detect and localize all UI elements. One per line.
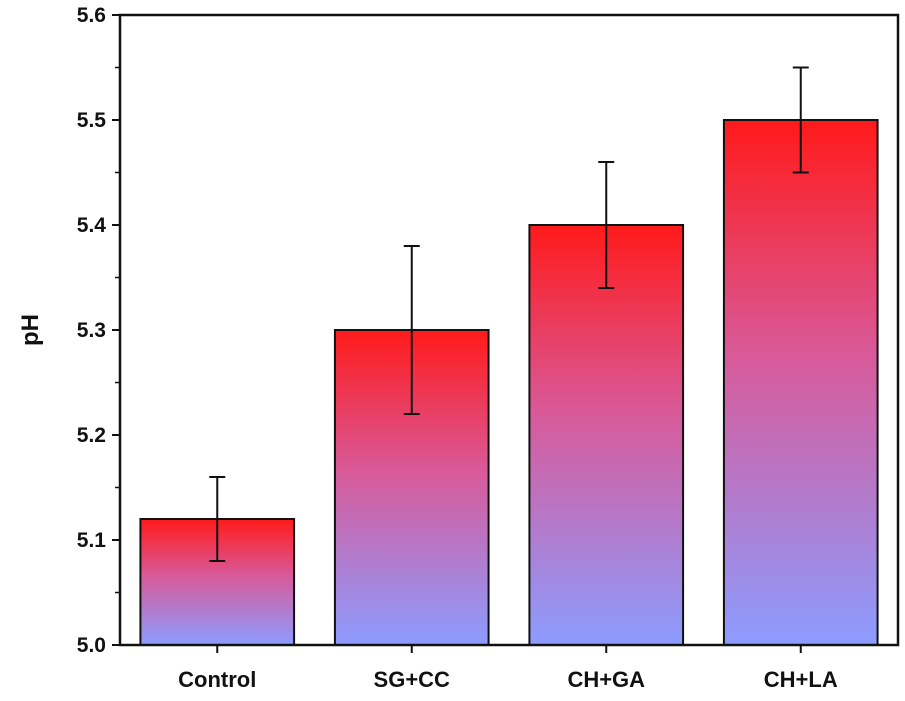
y-tick-label: 5.5 — [77, 109, 107, 132]
x-axis-ticks: Control SG+CC CH+GA CH+LA — [178, 645, 838, 692]
y-axis-ticks: 5.0 5.1 5.2 5.3 5.4 5.5 5.6 — [77, 4, 120, 657]
y-tick-label: 5.3 — [77, 319, 106, 342]
x-tick-label: SG+CC — [374, 667, 451, 692]
y-tick-label: 5.6 — [77, 4, 106, 27]
x-tick-label: CH+GA — [567, 667, 645, 692]
y-tick-label: 5.2 — [77, 424, 106, 447]
bars-layer — [139, 119, 879, 646]
error-bar — [403, 245, 420, 415]
y-tick-label: 5.4 — [77, 214, 107, 237]
x-tick-label: Control — [178, 667, 256, 692]
y-tick-label: 5.0 — [77, 634, 106, 657]
y-axis-title: pH — [17, 314, 44, 346]
error-bars-layer — [209, 66, 809, 562]
error-bar — [209, 476, 226, 562]
bar-ch-la — [722, 119, 879, 646]
error-bar — [598, 161, 615, 289]
error-bar — [792, 66, 809, 174]
y-tick-label: 5.1 — [77, 529, 107, 552]
x-tick-label: CH+LA — [764, 667, 838, 692]
